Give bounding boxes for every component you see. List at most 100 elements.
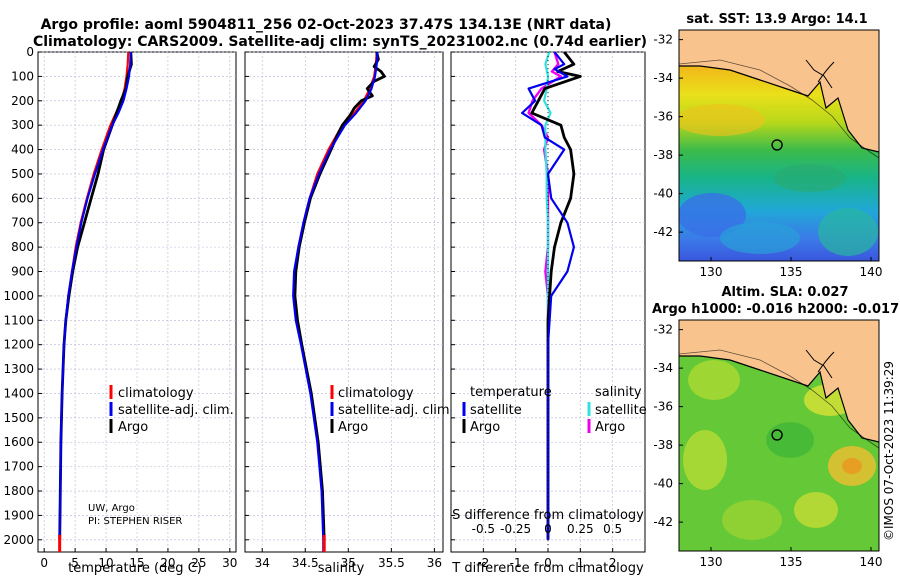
depth-tick-label: 1100 bbox=[3, 313, 34, 327]
map-y-tick-label: -42 bbox=[653, 225, 673, 239]
map-y-tick-label: -34 bbox=[653, 361, 673, 375]
depth-tick-label: 400 bbox=[11, 143, 34, 157]
map-x-tick-label: 135 bbox=[780, 555, 803, 569]
map-y-tick-label: -38 bbox=[653, 438, 673, 452]
depth-tick-label: 500 bbox=[11, 167, 34, 181]
series-line-satellite-adj bbox=[58, 51, 132, 552]
x-tick-label: 30 bbox=[222, 556, 237, 570]
map-y-tick-label: -34 bbox=[653, 71, 673, 85]
depth-tick-label: 1500 bbox=[3, 411, 34, 425]
sla-map-panel: Altim. SLA: 0.027 Argo h1000: -0.016 h20… bbox=[652, 285, 899, 569]
legend-label-argo: Argo bbox=[338, 420, 368, 435]
map-x-tick-label: 140 bbox=[860, 555, 883, 569]
x-tick-label: -2 bbox=[477, 556, 489, 570]
depth-tick-label: 100 bbox=[11, 69, 34, 83]
depth-tick-label: 1200 bbox=[3, 338, 34, 352]
legend-label-t-argo: Argo bbox=[470, 420, 500, 435]
depth-tick-label: 1700 bbox=[3, 460, 34, 474]
land-mask bbox=[679, 30, 879, 152]
bathymetry-contour bbox=[679, 349, 879, 449]
map-y-tick-label: -40 bbox=[653, 187, 673, 201]
x-tick-label: 35 bbox=[341, 556, 356, 570]
sst-map-panel: sat. SST: 13.9 Argo: 14.1 130 135 140 -32 -3… bbox=[653, 12, 882, 279]
argo-position-marker bbox=[771, 429, 783, 441]
argo-position-marker bbox=[771, 139, 783, 151]
s-tick-label: 0.25 bbox=[567, 522, 594, 536]
x-tick-label: 34 bbox=[255, 556, 270, 570]
difference-panel: -2 -1 0 1 2 T difference from climatology S … bbox=[450, 51, 647, 576]
x-tick-label: 20 bbox=[160, 556, 175, 570]
sst-map-title: sat. SST: 13.9 Argo: 14.1 bbox=[686, 12, 867, 27]
sla-map-title-line2: Argo h1000: -0.016 h2000: -0.017 bbox=[652, 302, 899, 317]
legend-label-climatology: climatology bbox=[118, 386, 194, 401]
legend-salinity-header: salinity bbox=[595, 385, 642, 400]
figure-title-line1: Argo profile: aoml 5904811_256 02-Oct-20… bbox=[41, 17, 612, 33]
figure-title-line2: Climatology: CARS2009. Satellite-adj cli… bbox=[33, 34, 647, 50]
legend-temperature-header: temperature bbox=[470, 385, 552, 400]
x-tick-label: 35.5 bbox=[378, 556, 405, 570]
x-tick-label: -1 bbox=[510, 556, 522, 570]
legend-label-satellite: satellite-adj. clim. bbox=[338, 403, 454, 418]
x-tick-label: 1 bbox=[577, 556, 585, 570]
map-x-tick-label: 130 bbox=[700, 265, 723, 279]
depth-tick-label: 800 bbox=[11, 240, 34, 254]
coastline bbox=[679, 355, 879, 443]
temperature-panel: 0100200300400500600700800900100011001200… bbox=[3, 45, 237, 576]
legend-label-s-argo: Argo bbox=[595, 420, 625, 435]
map-x-tick-label: 135 bbox=[780, 265, 803, 279]
x-tick-label: 0 bbox=[544, 556, 552, 570]
series-line-t-satellite bbox=[520, 51, 576, 540]
coastline bbox=[679, 65, 879, 153]
map-y-tick-label: -36 bbox=[653, 400, 673, 414]
s-tick-label: -0.25 bbox=[500, 522, 531, 536]
x-tick-label: 34.5 bbox=[292, 556, 319, 570]
map-y-tick-label: -32 bbox=[653, 33, 673, 47]
x-tick-label: 15 bbox=[129, 556, 144, 570]
legend-label-satellite: satellite-adj. clim. bbox=[118, 403, 234, 418]
s-difference-axis-label: S difference from climatology bbox=[452, 508, 644, 523]
temperature-xlabel: temperature (deg C) bbox=[68, 561, 202, 576]
depth-tick-label: 1800 bbox=[3, 484, 34, 498]
depth-tick-label: 300 bbox=[11, 118, 34, 132]
credits-line2: PI: STEPHEN RISER bbox=[88, 516, 182, 527]
salinity-panel: 34 34.5 35 35.5 36 salinity climatology sate… bbox=[244, 51, 454, 576]
map-y-tick-label: -38 bbox=[653, 148, 673, 162]
legend-label-argo: Argo bbox=[118, 420, 148, 435]
map-y-tick-label: -36 bbox=[653, 110, 673, 124]
x-tick-label: 36 bbox=[427, 556, 442, 570]
s-tick-label: 0 bbox=[544, 522, 552, 536]
sla-map-frame bbox=[678, 319, 880, 552]
map-y-tick-label: -42 bbox=[653, 515, 673, 529]
depth-tick-label: 900 bbox=[11, 265, 34, 279]
legend-label-climatology: climatology bbox=[338, 386, 414, 401]
depth-tick-label: 1400 bbox=[3, 386, 34, 400]
bathymetry-contour bbox=[679, 59, 879, 159]
map-x-tick-label: 130 bbox=[700, 555, 723, 569]
depth-tick-label: 1900 bbox=[3, 508, 34, 522]
depth-tick-label: 200 bbox=[11, 94, 34, 108]
x-tick-label: 25 bbox=[191, 556, 206, 570]
t-difference-xlabel: T difference from climatology bbox=[451, 561, 644, 576]
depth-tick-label: 1300 bbox=[3, 362, 34, 376]
x-tick-label: 10 bbox=[98, 556, 113, 570]
copyright-stamp: ©IMOS 07-Oct-2023 11:39:29 bbox=[882, 361, 896, 541]
land-mask bbox=[679, 320, 879, 442]
x-tick-label: 2 bbox=[609, 556, 617, 570]
depth-tick-label: 700 bbox=[11, 216, 34, 230]
depth-tick-label: 600 bbox=[11, 191, 34, 205]
credits-line1: UW, Argo bbox=[88, 503, 135, 514]
depth-tick-label: 0 bbox=[26, 45, 34, 59]
map-y-tick-label: -40 bbox=[653, 477, 673, 491]
x-tick-label: 5 bbox=[71, 556, 79, 570]
s-tick-label: -0.5 bbox=[472, 522, 495, 536]
salinity-xlabel: salinity bbox=[318, 561, 365, 576]
depth-tick-label: 1600 bbox=[3, 435, 34, 449]
map-y-tick-label: -32 bbox=[653, 323, 673, 337]
series-line-satellite-adj bbox=[292, 51, 379, 552]
legend-label-s-satellite: satellite bbox=[595, 403, 647, 418]
depth-tick-label: 2000 bbox=[3, 533, 34, 547]
sla-map-title-line1: Altim. SLA: 0.027 bbox=[722, 285, 849, 300]
legend-label-t-satellite: satellite bbox=[470, 403, 522, 418]
sst-map-frame bbox=[678, 29, 880, 262]
